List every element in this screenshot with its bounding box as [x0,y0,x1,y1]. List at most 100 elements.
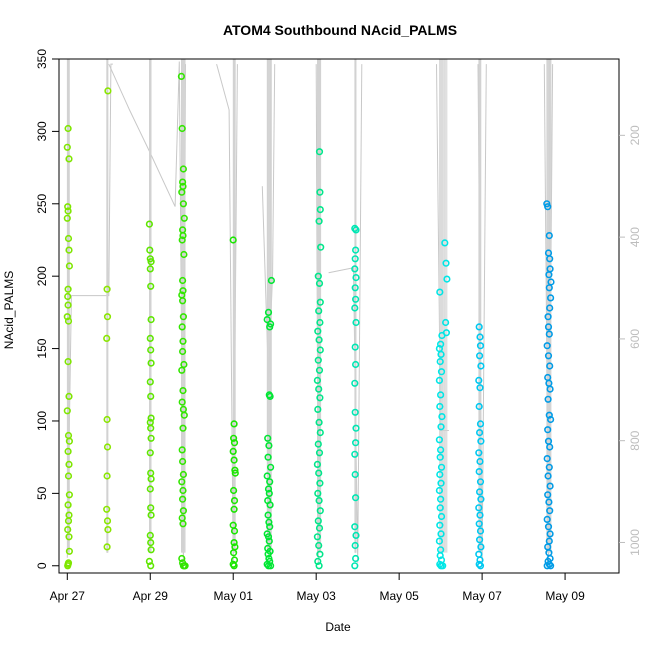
data-point [316,394,324,402]
data-point [352,295,360,303]
data-point [267,562,275,570]
data-point [436,470,444,479]
data-point [178,446,186,454]
data-point [437,350,445,359]
data-point [147,282,155,290]
data-point [352,494,360,502]
data-point [64,285,72,293]
data-point [316,550,324,558]
data-point [315,148,324,156]
data-point [146,334,154,343]
data-point [147,538,155,547]
data-point [264,511,272,519]
data-point [64,234,73,243]
data-point [179,200,187,208]
data-point [265,442,273,450]
data-point [230,456,238,464]
data-point [436,453,444,461]
data-point [65,460,73,469]
data-point [313,376,322,385]
data-point [64,447,72,456]
data-point [264,550,272,558]
data-point [352,439,360,447]
data-point [476,457,484,466]
data-point [442,318,450,327]
data-point [266,392,274,401]
data-point [179,313,187,321]
data-point [147,258,155,266]
data-point [316,188,324,196]
data-point [179,287,187,295]
data-point [230,562,238,570]
data-point [314,440,322,448]
data-point [476,511,484,519]
data-point [64,203,72,211]
data-point [316,479,324,487]
data-point [544,203,552,211]
data-point [314,356,322,364]
data-point [230,538,238,547]
data-point [546,385,554,393]
data-point [316,206,324,214]
data-point [64,517,73,525]
data-point [65,547,73,555]
data-point [64,472,73,480]
data-point [64,207,72,215]
data-point [146,265,154,273]
data-point [543,455,551,463]
data-point [147,504,155,512]
data-point [147,546,155,554]
data-point [475,376,483,385]
data-point [546,415,555,424]
data-point [230,420,238,428]
data-point [315,279,324,288]
data-point [179,495,187,503]
data-point [230,497,239,505]
data-point [545,232,553,240]
data-point [265,537,273,545]
data-point [264,453,272,461]
data-point [315,366,324,374]
data-point [315,469,323,477]
data-point [179,470,187,479]
data-point [436,288,444,296]
data-point [64,292,72,301]
data-point [147,562,155,570]
data-point [178,398,186,406]
y-tick-label: 150 [35,338,49,358]
data-point [64,501,72,509]
data-point [476,527,485,535]
data-point [546,304,554,312]
data-point [476,478,485,486]
data-point [545,463,553,471]
pressure-trace [66,63,113,558]
data-point [435,537,444,545]
data-point [352,246,360,254]
pressure-tick-label: 1000 [628,529,642,556]
data-point [477,495,485,503]
data-point [314,557,322,566]
data-point [181,562,189,570]
data-point [179,276,187,285]
data-point [265,489,273,498]
data-point [103,505,111,513]
data-point [104,525,112,534]
data-point [316,507,324,515]
data-point [65,392,73,401]
data-point [103,517,112,525]
data-point [230,439,239,447]
data-point [266,478,274,486]
data-point [352,274,360,282]
data-point [179,337,187,345]
data-point [178,124,186,133]
data-point [435,486,444,495]
data-point [439,562,447,570]
x-tick-label: May 01 [214,589,254,603]
data-point [436,358,444,366]
data-point [179,165,187,173]
data-point [103,472,111,480]
data-point [314,405,322,414]
data-point [545,284,553,292]
data-point [179,520,187,528]
data-point [178,478,186,486]
